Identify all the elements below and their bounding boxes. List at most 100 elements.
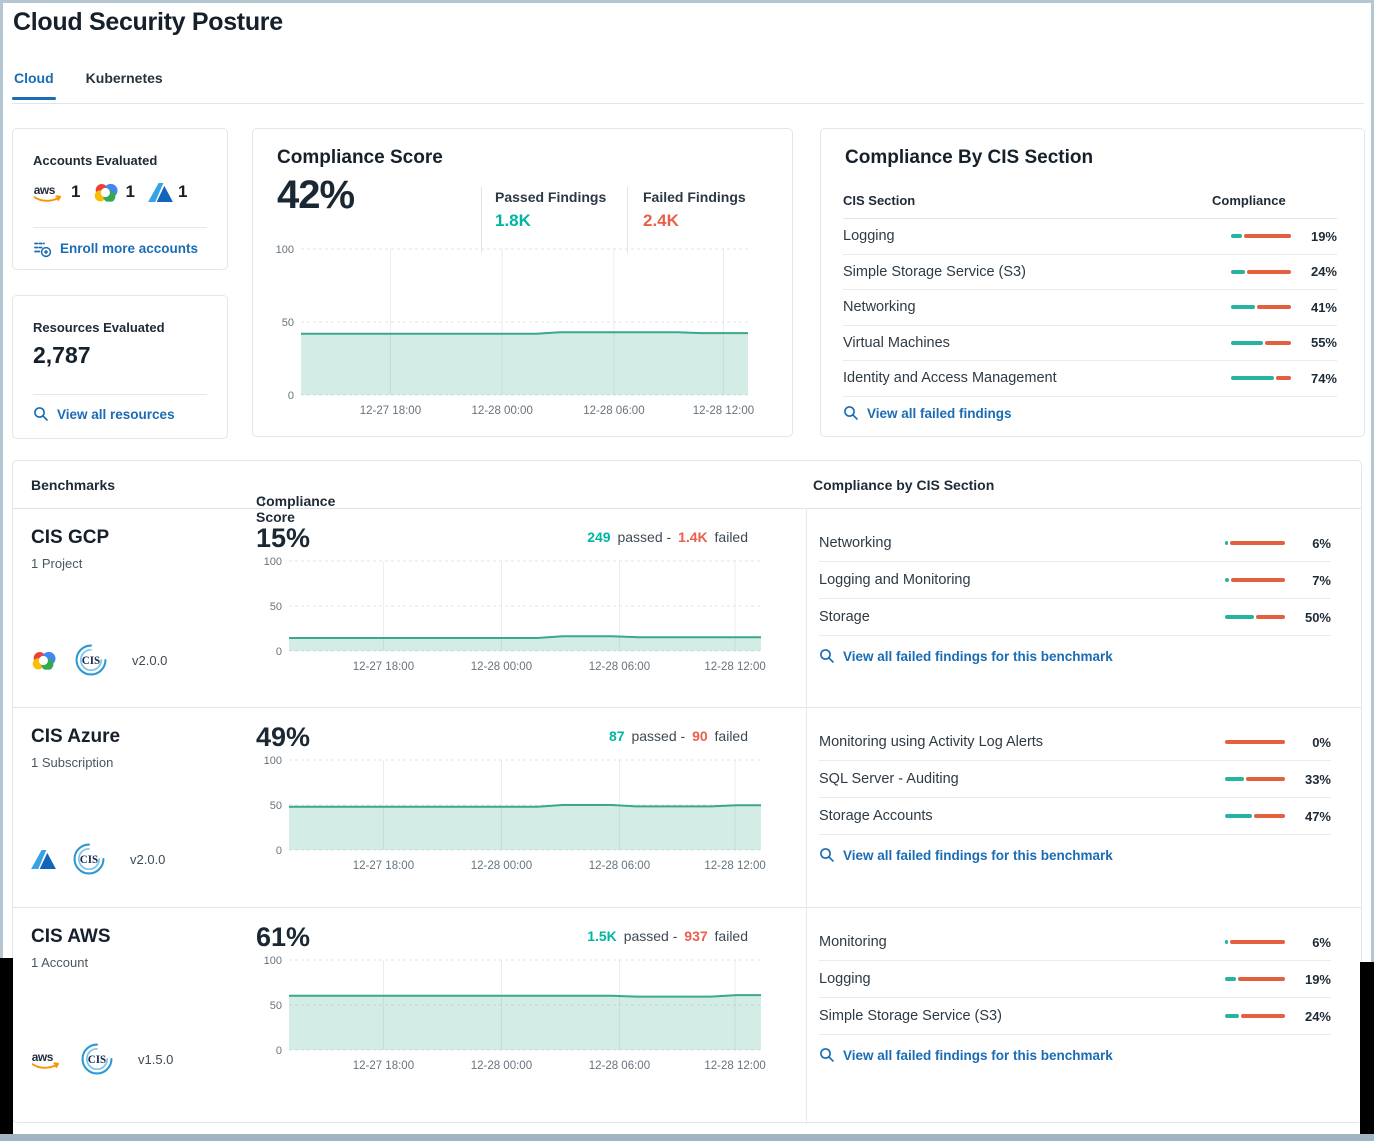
- svg-text:12-28 00:00: 12-28 00:00: [471, 661, 532, 673]
- accounts-evaluated-card: Accounts Evaluated aws 1 1 1 Enroll more…: [12, 128, 228, 270]
- cis-section-row-virtual-machines[interactable]: Virtual Machines 55%: [843, 326, 1337, 361]
- window-border-top: [0, 0, 1374, 3]
- cis-section-row-networking[interactable]: Networking 41%: [843, 290, 1337, 326]
- enroll-link-label: Enroll more accounts: [60, 241, 199, 256]
- svg-text:12-27 18:00: 12-27 18:00: [353, 860, 414, 872]
- passed-findings-label: Passed Findings: [495, 189, 607, 205]
- view-failed-findings-label: View all failed findings for this benchm…: [843, 648, 1113, 664]
- svg-text:12-28 06:00: 12-28 06:00: [589, 860, 650, 872]
- view-all-resources-link[interactable]: View all resources: [33, 406, 175, 422]
- benchmark-pass-fail: 87 passed - 90 failed: [256, 728, 751, 744]
- benchmark-scope: 1 Project: [31, 556, 83, 571]
- benchmark-name: CIS GCP: [31, 527, 110, 548]
- benchmark-row-cis-gcp: CIS GCP 1 Project CIS v2.0.0 15% 249 pas…: [13, 509, 1361, 708]
- enroll-more-accounts-link[interactable]: Enroll more accounts: [33, 239, 198, 258]
- provider-counts: aws 1 1 1: [33, 177, 187, 207]
- sort-ascending-icon: ↑: [260, 493, 267, 509]
- svg-text:12-28 00:00: 12-28 00:00: [471, 1060, 532, 1072]
- letterbox-right: [1360, 962, 1374, 1135]
- enroll-accounts-icon: [33, 239, 52, 258]
- benchmark-row-cis-aws: CIS AWS 1 Account aws CIS v1.5.0 61% 1.5…: [13, 908, 1361, 1124]
- divider: [481, 187, 482, 253]
- benchmark-section-row[interactable]: Simple Storage Service (S3) 24%: [819, 998, 1331, 1035]
- benchmark-section-row[interactable]: Monitoring 6%: [819, 924, 1331, 961]
- window-border-right: [1371, 0, 1374, 1141]
- view-failed-findings-benchmark-link[interactable]: View all failed findings for this benchm…: [819, 1047, 1113, 1063]
- svg-text:50: 50: [282, 317, 294, 329]
- compliance-score-value: 42%: [277, 173, 355, 217]
- svg-text:12-27 18:00: 12-27 18:00: [353, 661, 414, 673]
- aws-account-count: aws 1: [33, 182, 80, 203]
- benchmark-score-chart: 0 50 100 12-27 18:00 12-28 00:00 12-28 06:00 1…: [253, 752, 769, 876]
- benchmark-section-row[interactable]: Networking 6%: [819, 525, 1331, 562]
- aws-icon: aws: [33, 182, 66, 203]
- accounts-evaluated-title: Accounts Evaluated: [33, 153, 158, 168]
- compliance-score-chart: 0 50 100 12-27 18:00 12-28 00:00 12-28 06:00 1…: [265, 241, 756, 421]
- section-label: Storage: [819, 609, 870, 625]
- cis-section-row-iam[interactable]: Identity and Access Management 74%: [843, 361, 1337, 397]
- card-divider: [33, 394, 207, 395]
- benchmark-logos: CIS v2.0.0: [31, 842, 165, 876]
- tab-kubernetes[interactable]: Kubernetes: [85, 70, 163, 86]
- svg-text:0: 0: [276, 646, 282, 658]
- compliance-percent: 41%: [1310, 299, 1337, 315]
- passed-word: passed -: [631, 728, 686, 744]
- benchmark-section-row[interactable]: SQL Server - Auditing 33%: [819, 761, 1331, 798]
- failed-findings-block: Failed Findings 2.4K: [643, 189, 746, 231]
- svg-text:50: 50: [270, 1000, 282, 1012]
- benchmark-section-row[interactable]: Storage 50%: [819, 599, 1331, 636]
- benchmark-section-row[interactable]: Logging 19%: [819, 961, 1331, 998]
- view-failed-findings-label: View all failed findings for this benchm…: [843, 847, 1113, 863]
- benchmark-row-cis-azure: CIS Azure 1 Subscription CIS v2.0.0 49% …: [13, 708, 1361, 908]
- cis-logo-icon: CIS: [74, 643, 108, 677]
- tab-cloud[interactable]: Cloud: [12, 70, 56, 100]
- view-resources-label: View all resources: [57, 406, 175, 422]
- passed-count: 249: [587, 529, 611, 545]
- svg-text:0: 0: [276, 845, 282, 857]
- benchmark-score-chart: 0 50 100 12-27 18:00 12-28 00:00 12-28 06:00 1…: [253, 553, 769, 677]
- gcp-icon: [31, 649, 58, 671]
- search-icon: [819, 648, 835, 664]
- compliance-score-header-label: Compliance Score: [256, 493, 336, 525]
- benchmark-score: 15%: [256, 523, 311, 553]
- search-icon: [33, 406, 49, 422]
- view-failed-findings-benchmark-link[interactable]: View all failed findings for this benchm…: [819, 648, 1113, 664]
- compliance-by-cis-section-card: Compliance By CIS Section CIS Section Co…: [820, 128, 1365, 437]
- svg-text:12-27 18:00: 12-27 18:00: [360, 405, 421, 417]
- cis-section-row-logging[interactable]: Logging 19%: [843, 219, 1337, 255]
- svg-text:0: 0: [276, 1045, 282, 1057]
- compliance-percent: 6%: [1312, 535, 1331, 551]
- view-failed-findings-benchmark-link[interactable]: View all failed findings for this benchm…: [819, 847, 1113, 863]
- azure-count-value: 1: [177, 182, 188, 201]
- benchmark-section-row[interactable]: Storage Accounts 47%: [819, 798, 1331, 835]
- benchmark-pass-fail: 249 passed - 1.4K failed: [256, 529, 751, 545]
- svg-text:aws: aws: [34, 182, 56, 196]
- svg-text:50: 50: [270, 601, 282, 613]
- compliance-bar: [1225, 615, 1285, 619]
- view-failed-findings-label: View all failed findings for this benchm…: [843, 1047, 1113, 1063]
- passed-findings-value: 1.8K: [495, 211, 531, 230]
- svg-text:CIS: CIS: [80, 854, 98, 866]
- passed-count: 87: [609, 728, 625, 744]
- search-icon: [819, 847, 835, 863]
- failed-word: failed: [714, 928, 748, 944]
- compliance-bar: [1225, 541, 1285, 545]
- compliance-bar: [1231, 305, 1291, 310]
- tab-bar: Cloud Kubernetes: [12, 70, 163, 100]
- compliance-percent: 47%: [1304, 808, 1331, 824]
- svg-text:12-28 12:00: 12-28 12:00: [704, 1060, 765, 1072]
- benchmark-logos: CIS v2.0.0: [31, 643, 167, 677]
- compliance-bar: [1225, 1014, 1285, 1018]
- section-label: Logging: [843, 228, 895, 245]
- benchmark-score: 49%: [256, 722, 311, 752]
- view-all-failed-findings-link[interactable]: View all failed findings: [843, 405, 1012, 421]
- benchmark-section-row[interactable]: Logging and Monitoring 7%: [819, 562, 1331, 599]
- cis-section-card-title: Compliance By CIS Section: [845, 147, 1094, 168]
- compliance-bar: [1225, 578, 1285, 582]
- section-label: Identity and Access Management: [843, 370, 1057, 387]
- svg-text:12-28 06:00: 12-28 06:00: [583, 405, 644, 417]
- benchmark-section-row[interactable]: Monitoring using Activity Log Alerts 0%: [819, 724, 1331, 761]
- cis-section-row-s3[interactable]: Simple Storage Service (S3) 24%: [843, 255, 1337, 290]
- benchmark-sections: Monitoring using Activity Log Alerts 0% …: [819, 724, 1331, 868]
